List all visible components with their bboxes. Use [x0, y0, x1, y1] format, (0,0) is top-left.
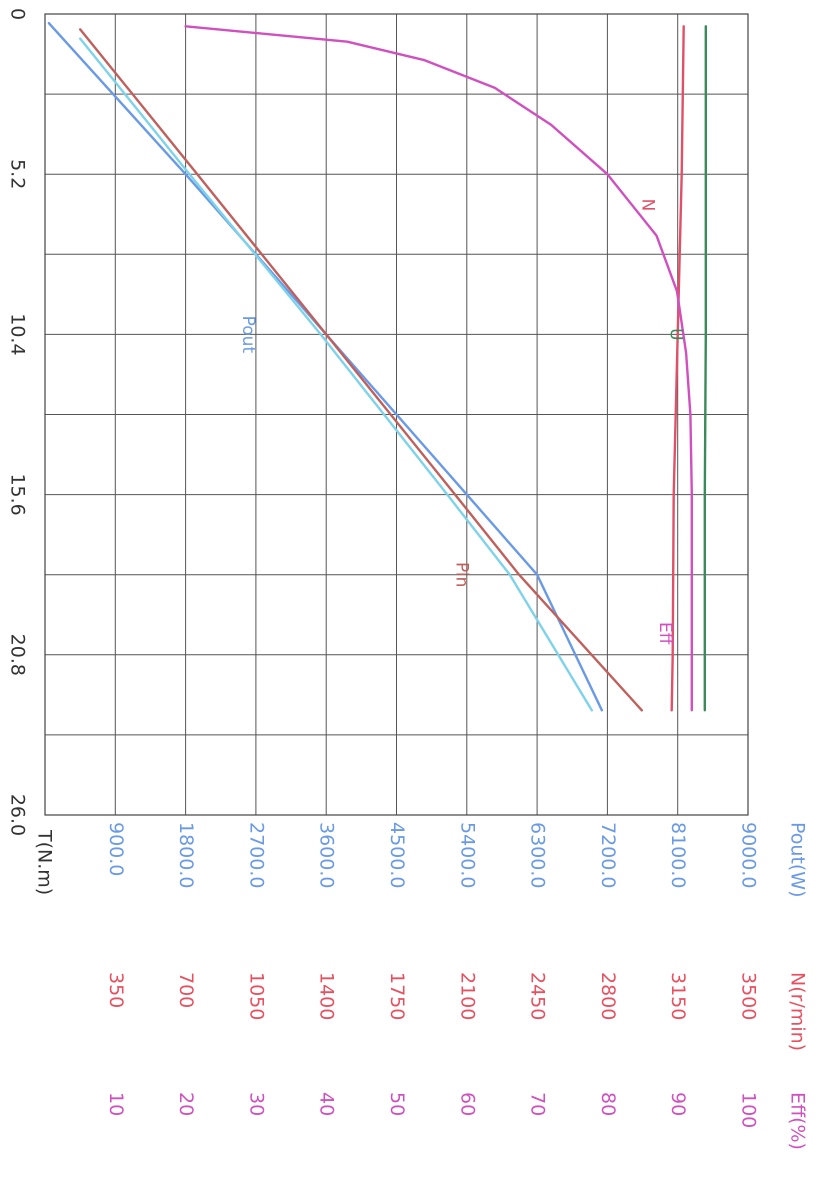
y-tick-label-speed: 350 — [105, 972, 127, 1008]
x-tick-label: 26.0 — [7, 794, 29, 836]
y-tick-label-speed: 2450 — [527, 972, 549, 1020]
y-tick-label-eff: 80 — [597, 1092, 619, 1116]
chart-series-labels: Pout Pin N U Eff — [238, 199, 686, 646]
y-tick-label-pout: 8100.0 — [667, 822, 689, 888]
series-label-pout: Pout — [238, 316, 258, 354]
y-tick-label-eff: 60 — [456, 1092, 478, 1116]
y-tick-label-pout: 2700.0 — [245, 822, 267, 888]
y-tick-label-eff: 40 — [316, 1092, 338, 1116]
y-tick-label-speed: 700 — [175, 972, 197, 1008]
series-label-eff: Eff — [655, 622, 675, 646]
series-line-pout — [47, 22, 604, 712]
chart-grid — [44, 13, 749, 816]
y-tick-label-pout: 9000.0 — [738, 822, 760, 888]
x-tick-label: 0 — [7, 8, 29, 20]
x-axis-ticks: 0 5.2 10.4 15.6 20.8 26.0T(N.m) — [7, 8, 56, 895]
series-line-u — [703, 25, 707, 712]
series-line-unlabeled-1 — [78, 37, 593, 712]
y-axis-title-pout: Pout(W) — [787, 822, 809, 898]
y-axis-title-speed: N(r/min) — [787, 972, 809, 1051]
y-tick-label-eff: 100 — [738, 1092, 760, 1128]
y-tick-label-pout: 4500.0 — [386, 822, 408, 888]
plot-frame — [44, 13, 749, 816]
y-tick-label-pout: 6300.0 — [527, 822, 549, 888]
y-tick-label-speed: 1750 — [386, 972, 408, 1020]
y-tick-label-eff: 90 — [667, 1092, 689, 1116]
y-tick-label-speed: 3150 — [667, 972, 689, 1020]
y-tick-label-pout: 900.0 — [105, 822, 127, 876]
y-tick-label-speed: 1050 — [245, 972, 267, 1020]
x-tick-label: 20.8 — [7, 634, 29, 676]
y-tick-label-eff: 20 — [175, 1092, 197, 1116]
series-label-n: N — [638, 199, 658, 212]
y-tick-label-pout: 5400.0 — [456, 822, 478, 888]
y-tick-label-eff: 30 — [245, 1092, 267, 1116]
y-tick-label-pout: 1800.0 — [175, 822, 197, 888]
x-tick-label: 5.2 — [7, 159, 29, 189]
y-tick-label-speed: 2800 — [597, 972, 619, 1020]
x-axis-title: T(N.m) — [34, 829, 56, 895]
y-tick-label-pout: 7200.0 — [597, 822, 619, 888]
y-tick-label-pout: 3600.0 — [316, 822, 338, 888]
series-line-n — [670, 25, 685, 712]
y-tick-label-speed: 3500 — [738, 972, 760, 1020]
x-tick-label: 10.4 — [7, 313, 29, 355]
series-label-pin: Pin — [451, 562, 471, 587]
y-tick-label-eff: 70 — [527, 1092, 549, 1116]
chart-series — [47, 22, 707, 712]
series-label-u: U — [666, 328, 686, 340]
x-tick-label: 15.6 — [7, 473, 29, 515]
y-axis-title-eff: Eff(%) — [787, 1092, 809, 1150]
series-line-eff — [184, 25, 693, 712]
y-axis-ticks: 900.0 1800.0 2700.0 3600.0 4500.0 5400.0 6300.… — [105, 822, 809, 1150]
series-line-pin — [78, 28, 643, 712]
y-tick-label-eff: 10 — [105, 1092, 127, 1116]
y-tick-label-speed: 1400 — [316, 972, 338, 1020]
y-tick-label-eff: 50 — [386, 1092, 408, 1116]
y-tick-label-speed: 2100 — [456, 972, 478, 1020]
